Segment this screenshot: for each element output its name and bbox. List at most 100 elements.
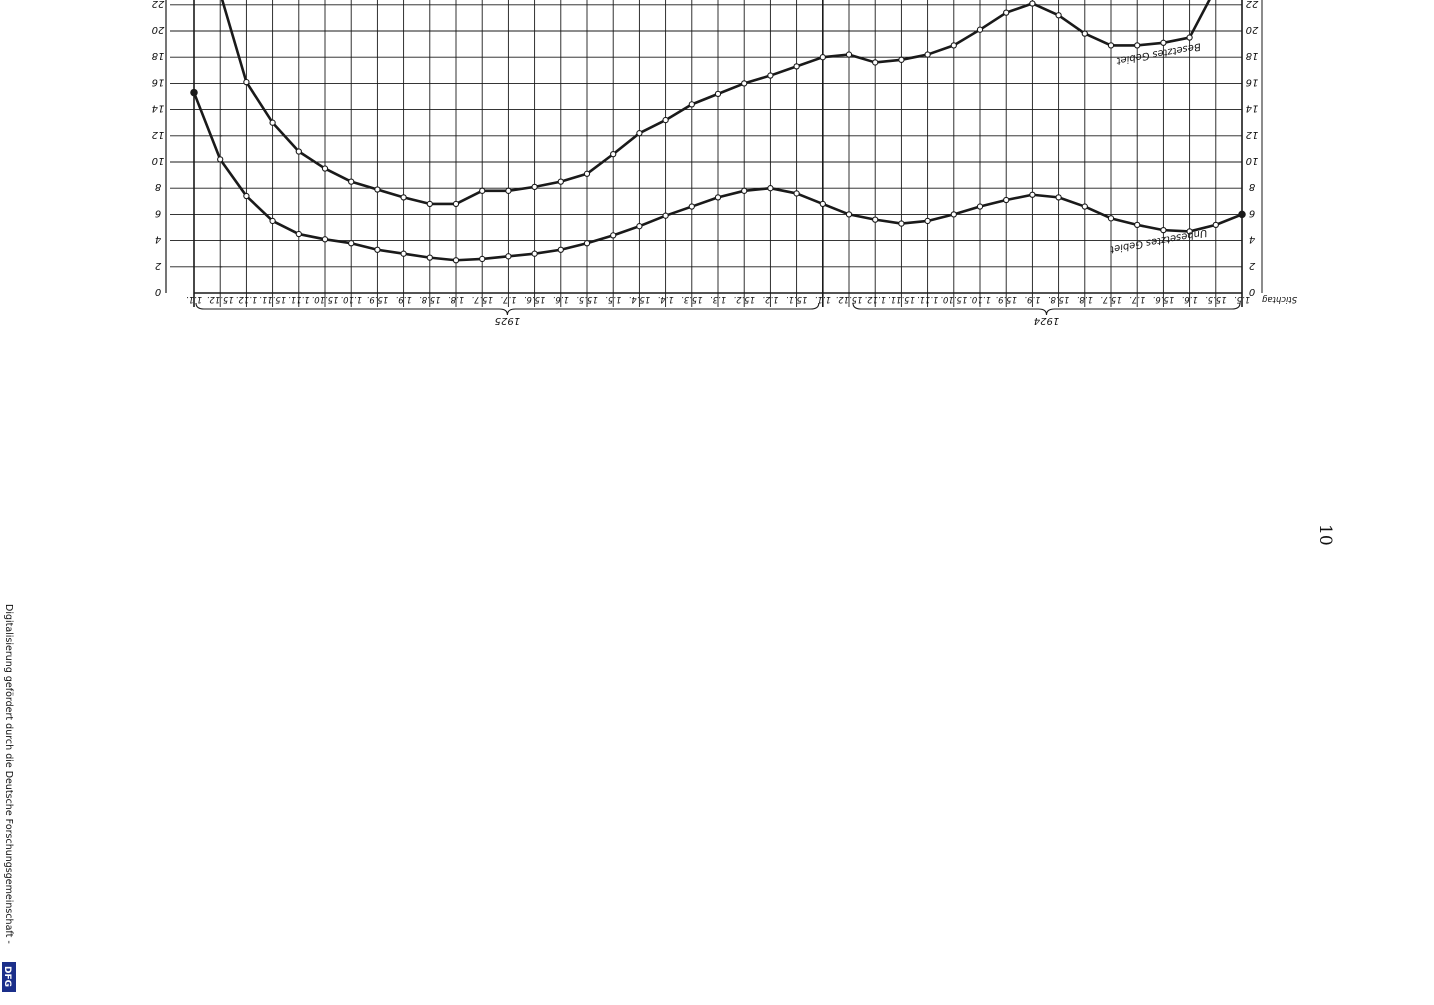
x-tick-label: 1.10. [969,294,991,304]
data-point [583,240,591,247]
data-point [452,257,460,264]
data-point [872,59,879,66]
data-point [321,165,329,172]
x-tick-label: 15.10. [311,294,338,304]
x-tick-label: 1.5. [605,294,621,304]
data-point [662,116,669,124]
data-point [793,63,800,70]
y-tick-label-right: 12 [1246,129,1259,140]
x-tick-label: 1.6. [553,294,569,304]
data-point [452,200,460,208]
x-tick-label: 15.2. [733,294,755,304]
data-point [1029,0,1036,7]
y-tick-label-right: 10 [1246,155,1259,166]
data-point [662,212,669,219]
data-point [505,187,512,194]
x-tick-label: 1.8. [1077,294,1093,304]
data-point [819,200,826,208]
y-tick-label-left: 20 [152,24,165,35]
data-point [479,255,486,263]
y-tick-label-left: 16 [152,76,165,87]
data-point [741,187,748,194]
x-tick-label: 1.9. [395,294,411,304]
x-tick-label: 1.12. [864,294,886,304]
data-point [1134,221,1141,229]
data-point [374,246,381,253]
y-tick-label-right: 22 [1246,0,1259,9]
data-point [976,203,984,210]
data-point [741,80,748,87]
x-tick-label: 15.6. [524,294,546,304]
data-point [1055,12,1062,19]
data-point [426,254,433,261]
y-tick-label-right: 6 [1249,207,1255,218]
x-tick-label: 1.4. [657,294,673,304]
data-point [845,211,853,218]
x-tick-label: 15.12. [835,294,862,304]
chart-lines [190,0,1246,264]
data-point [583,170,591,177]
data-point [1055,194,1062,201]
x-tick-label: 15.6. [1153,294,1175,304]
x-tick-label: 1.2. [762,294,778,304]
x-tick-label: 1.6. [1181,294,1197,304]
y-tick-label-right: 20 [1246,24,1259,35]
data-point [243,78,250,86]
year-label-1925: 1925 [495,315,520,326]
data-point [1107,215,1115,222]
x-tick-label: 15.7. [1100,294,1122,304]
data-point [1134,42,1141,49]
data-point [269,217,276,225]
y-tick-label-left: 10 [152,155,165,166]
x-tick-label: 15.11. [888,294,915,304]
y-tick-label-right: 0 [1249,286,1255,297]
x-tick-label: 15.1. [786,294,808,304]
year-label-1924: 1924 [1034,315,1059,326]
data-point [557,246,564,253]
x-tick-label: 1.7. [500,294,516,304]
data-point [610,232,617,239]
data-point [950,211,957,218]
x-tick-label: 15.9. [367,294,389,304]
data-point [1107,42,1115,49]
x-tick-label: 1.7. [1129,294,1145,304]
data-point [505,253,512,260]
data-point [1081,203,1088,210]
x-tick-label: 15.11. [259,294,286,304]
data-point [190,88,198,97]
data-point [1212,221,1219,229]
data-point [793,190,800,197]
x-tick-label: 15.8. [419,294,441,304]
y-tick-label-left: 2 [155,260,161,271]
x-tick-label: 15.3. [681,294,703,304]
y-tick-label-left: 12 [152,129,165,140]
x-tick-label: 1.1. [186,294,202,304]
data-point [374,186,381,193]
data-point [400,250,407,257]
x-tick-label: 15.5. [576,294,598,304]
y-tick-label-right: 8 [1249,181,1255,192]
x-tick-label: 1.1. [815,294,831,304]
x-tick-label: 15.9. [995,294,1017,304]
y-tick-label-left: 6 [155,207,161,218]
data-point [976,26,984,33]
data-point [1003,9,1010,16]
year-brace [852,302,1241,316]
y-tick-label-right: 14 [1246,103,1259,114]
data-point [531,183,538,191]
data-point [636,223,643,230]
x-tick-label: 1.9. [1024,294,1040,304]
x-tick-label: 15.7. [471,294,493,304]
y-tick-label-right: 2 [1249,260,1255,271]
chart-grid [170,0,1243,307]
data-point [1238,210,1246,219]
dfg-logo-text: DFG [2,966,12,987]
y-tick-label-left: 14 [152,103,165,114]
y-tick-label-right: 4 [1249,234,1255,245]
x-tick-label: 1.11. [288,294,310,304]
data-point [845,51,853,58]
x-tick-label: 15.8. [1048,294,1070,304]
x-axis-start-label: Stichtag [1261,294,1297,304]
